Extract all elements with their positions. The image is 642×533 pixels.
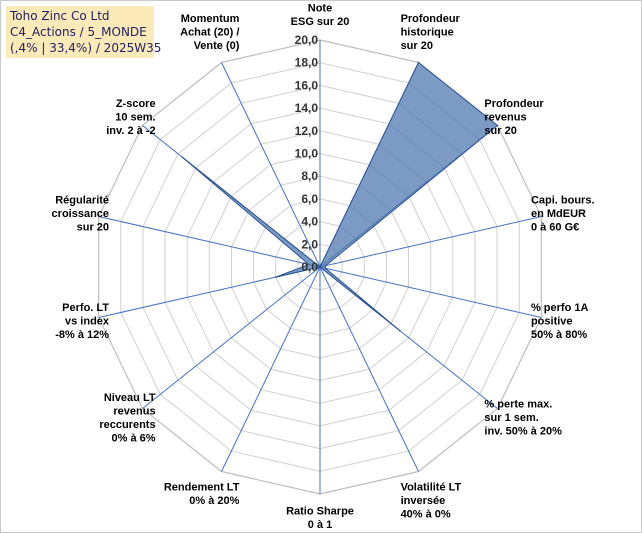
data-series-area	[182, 61, 499, 332]
axis-label: Ratio Sharpe 0 à 1	[286, 506, 354, 532]
axis-label: Profondeur historique sur 20	[401, 13, 461, 52]
axis-label: Rendement LT 0% à 20%	[164, 482, 240, 508]
radar-series	[181, 61, 499, 332]
axis-label: Z-score 10 sem. inv. 2 à -2	[106, 98, 155, 137]
axis-label: Capi. bours. en MdEUR 0 à 60 G€	[531, 195, 595, 234]
spoke-line	[319, 266, 542, 318]
axis-label: Régularité croissance sur 20	[52, 195, 109, 234]
data-point	[308, 263, 310, 266]
tick-label: 18,0	[295, 56, 319, 70]
axis-label: Niveau LT revenus reccurents 0% à 6%	[99, 392, 156, 445]
data-point	[319, 266, 321, 268]
data-point	[324, 264, 327, 267]
spoke-line	[319, 216, 542, 268]
chart-title-box: Toho Zinc Co Ltd C4_Actions / 5_MONDE (,…	[6, 6, 162, 58]
spoke-line	[319, 266, 419, 472]
axis-label: Volatilité LT inversée 40% à 0%	[401, 482, 462, 521]
radar-tick-labels: 0,0 2,0 4,0 6,0 8,0 10,0 12,0 14,0 16,0 18,0 20,0	[295, 33, 319, 274]
spoke-line	[142, 266, 321, 409]
axis-label: Note ESG sur 20	[291, 3, 350, 29]
data-point	[181, 156, 184, 159]
tick-label: 10,0	[295, 147, 319, 161]
data-point	[274, 276, 277, 278]
tick-label: 0,0	[301, 260, 318, 274]
portfolio-category: C4_Actions / 5_MONDE	[10, 25, 147, 39]
data-point	[496, 124, 499, 127]
tick-label: 6,0	[301, 192, 318, 206]
radar-axis-labels: Note ESG sur 20 Profondeur historique sur 20…	[52, 3, 595, 532]
tick-label: 16,0	[295, 78, 319, 92]
data-point	[324, 267, 327, 270]
spoke-line	[221, 266, 321, 472]
axis-label: Perfo. LT vs index -8% à 12%	[55, 302, 110, 341]
tick-label: 2,0	[301, 237, 318, 251]
axis-label: Momentum Achat (20) / Vente (0)	[180, 13, 240, 52]
axis-label: % perte max. sur 1 sem. inv. 50% à 20%	[484, 399, 562, 438]
spoke-line	[221, 62, 321, 268]
tick-label: 20,0	[295, 33, 319, 47]
data-point	[417, 61, 420, 64]
tick-label: 4,0	[301, 215, 318, 229]
spoke-line	[98, 216, 321, 268]
performance-period: (,4% | 33,4%) / 2025W35	[10, 41, 162, 55]
axis-label: % perfo 1A positive 50% à 80%	[531, 302, 589, 341]
tick-label: 8,0	[301, 169, 318, 183]
company-name: Toho Zinc Co Ltd	[10, 9, 110, 23]
axis-label: Profondeur revenus sur 20	[484, 98, 544, 137]
data-point	[399, 329, 401, 332]
tick-label: 14,0	[295, 101, 319, 115]
tick-label: 12,0	[295, 124, 319, 138]
